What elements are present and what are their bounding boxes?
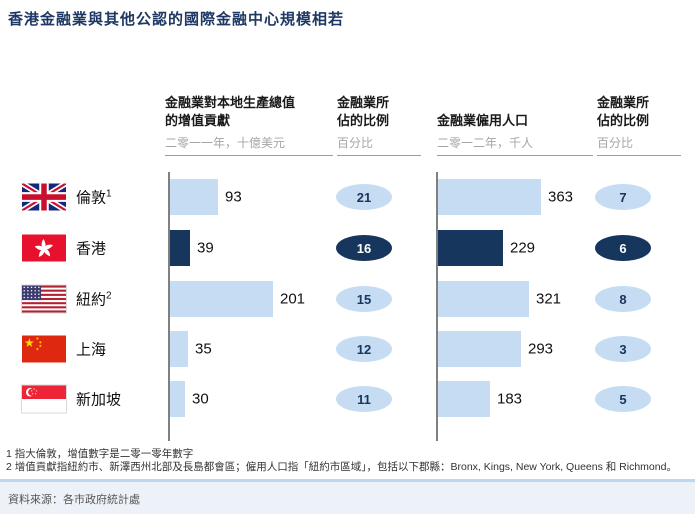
- footnote-1: 1 指大倫敦，增值數字是二零一零年數字: [6, 448, 194, 460]
- header-employment-share: 金融業所 佔的比例 百分比: [597, 92, 681, 156]
- employment-bar: [438, 381, 490, 417]
- header-underline: [165, 155, 333, 156]
- gdp-share-badge: 12: [336, 336, 392, 362]
- employment-value: 229: [510, 239, 536, 257]
- gdp-bar: [170, 281, 273, 317]
- employment-share-badge: 3: [595, 336, 651, 362]
- gdp-bar: [170, 381, 185, 417]
- header-subtitle: 二零一一年，十億美元: [165, 136, 286, 150]
- gdp-value: 93: [225, 188, 242, 206]
- us-flag-icon: [21, 284, 67, 314]
- header-title: 金融業所 佔的比例: [597, 95, 650, 128]
- header-subtitle: 百分比: [337, 136, 374, 150]
- header-title: 金融業對本地生產總值 的增值貢獻: [165, 95, 296, 128]
- row-shanghai: 上海 35 12 293 3: [0, 324, 695, 374]
- employment-bar: [438, 281, 529, 317]
- row-london: 倫敦1 93 21 363 7: [0, 172, 695, 222]
- header-employment: 金融業僱用人口 二零一二年，千人: [437, 92, 593, 156]
- row-hongkong: 香港 39 16 229 6: [0, 223, 695, 273]
- header-underline: [437, 155, 593, 156]
- employment-bar: [438, 230, 503, 266]
- gdp-share-badge: 21: [336, 184, 392, 210]
- employment-share-badge: 7: [595, 184, 651, 210]
- header-underline: [337, 155, 421, 156]
- page-title: 香港金融業與其他公認的國際金融中心規模相若: [8, 11, 345, 28]
- sg-flag-icon: [21, 384, 67, 414]
- gdp-chart-axis: [168, 172, 170, 441]
- gdp-value: 39: [197, 239, 214, 257]
- footer-band: 資料來源：各市政府統計處: [0, 479, 695, 514]
- footnote-2: 2 增值貢獻指紐約市、新澤西州北部及長島都會區；僱用人口指「紐約市區域」，包括以…: [6, 461, 677, 473]
- row-newyork: 紐約2 201 15 321 8: [0, 274, 695, 324]
- employment-share-badge: 8: [595, 286, 651, 312]
- gdp-value: 30: [192, 390, 209, 408]
- city-label: 香港: [76, 240, 107, 258]
- header-gdp-contribution: 金融業對本地生產總值 的增值貢獻 二零一一年，十億美元: [165, 92, 333, 156]
- row-singapore: 新加坡 30 11 183 5: [0, 374, 695, 424]
- employment-share-badge: 6: [595, 235, 651, 261]
- gdp-share-badge: 16: [336, 235, 392, 261]
- header-gdp-share: 金融業所 佔的比例 百分比: [337, 92, 421, 156]
- gdp-value: 35: [195, 340, 212, 358]
- employment-bar: [438, 331, 521, 367]
- gdp-bar: [170, 331, 188, 367]
- gdp-value: 201: [280, 290, 306, 308]
- source-note: 資料來源：各市政府統計處: [8, 494, 140, 506]
- header-subtitle: 百分比: [597, 136, 634, 150]
- uk-flag-icon: [22, 183, 66, 211]
- header-subtitle: 二零一二年，千人: [437, 136, 534, 150]
- employment-value: 363: [548, 188, 574, 206]
- city-label: 上海: [76, 341, 107, 359]
- hk-flag-icon: [22, 234, 66, 262]
- header-underline: [597, 155, 681, 156]
- gdp-bar: [170, 179, 218, 215]
- city-label: 倫敦1: [76, 188, 112, 207]
- city-label: 新加坡: [76, 391, 122, 409]
- header-title: 金融業僱用人口: [437, 113, 529, 128]
- employment-value: 183: [497, 390, 523, 408]
- footnotes: 1 指大倫敦，增值數字是二零一零年數字 2 增值貢獻指紐約市、新澤西州北部及長島…: [6, 448, 677, 474]
- employment-value: 321: [536, 290, 562, 308]
- gdp-bar: [170, 230, 190, 266]
- employment-value: 293: [528, 340, 554, 358]
- employment-chart-axis: [436, 172, 438, 441]
- employment-share-badge: 5: [595, 386, 651, 412]
- header-title: 金融業所 佔的比例: [337, 95, 390, 128]
- city-label: 紐約2: [76, 290, 112, 309]
- gdp-share-badge: 15: [336, 286, 392, 312]
- employment-bar: [438, 179, 541, 215]
- footnote-marker: 2: [106, 290, 112, 302]
- cn-flag-icon: [22, 335, 66, 363]
- footnote-marker: 1: [106, 188, 112, 200]
- gdp-share-badge: 11: [336, 386, 392, 412]
